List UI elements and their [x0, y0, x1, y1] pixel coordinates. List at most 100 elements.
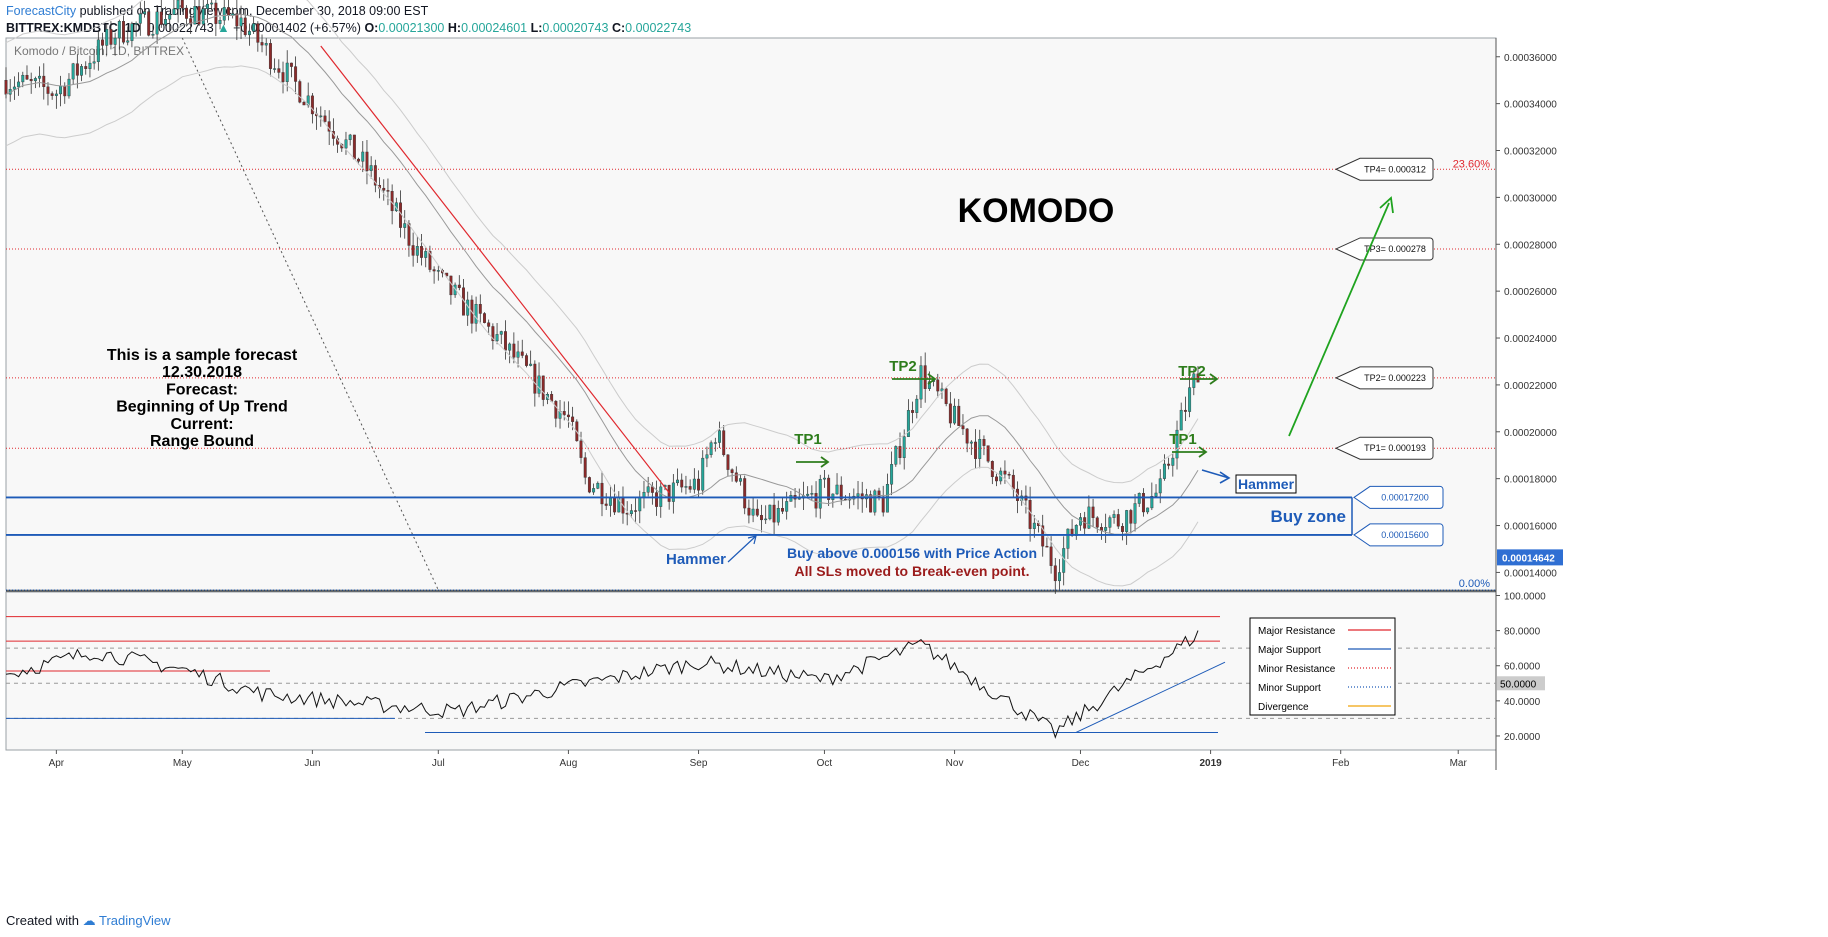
chart-title: KOMODO	[958, 192, 1115, 230]
candle-body	[101, 39, 104, 46]
candle-body	[92, 61, 96, 64]
arrow-head-icon	[1198, 446, 1208, 458]
candle-body	[168, 14, 172, 20]
candle-body	[1011, 474, 1015, 490]
candle-body	[138, 13, 142, 24]
forecast-note-line: Forecast:	[166, 381, 238, 398]
candle-body	[243, 17, 247, 36]
x-tick-label: Jul	[432, 758, 445, 769]
y-tick-label: 0.00024000	[1504, 334, 1557, 345]
candle-body	[1116, 514, 1120, 527]
support-callout-label: 0.00017200	[1381, 492, 1429, 502]
hammer-arrow-1	[727, 535, 757, 563]
candle-body	[718, 430, 721, 443]
candle-body	[84, 66, 88, 69]
support-callout-label: 0.00015600	[1381, 530, 1429, 540]
publisher-link[interactable]: ForecastCity	[6, 4, 77, 18]
candle-body	[634, 510, 638, 512]
candle-body	[319, 115, 323, 118]
candle-body	[352, 134, 356, 160]
candle-body	[268, 43, 272, 69]
candle-body	[911, 410, 915, 413]
candle-body	[1045, 545, 1049, 548]
tp-callout-box	[1334, 157, 1434, 181]
tp-marker-label: TP1	[1169, 431, 1197, 448]
candle-body	[80, 66, 84, 76]
candle-body	[1041, 525, 1045, 547]
candle-body	[722, 430, 726, 456]
candle-body	[226, 7, 230, 16]
candle-body	[873, 490, 877, 513]
x-tick-label: Mar	[1450, 758, 1468, 769]
candle-body	[638, 497, 642, 512]
candle-body	[239, 17, 243, 27]
candle-body	[680, 479, 684, 488]
candle-body	[604, 503, 608, 506]
candle-body	[151, 33, 155, 36]
candle-body	[235, 13, 239, 27]
candle-body	[407, 223, 411, 246]
candle-body	[33, 78, 37, 82]
candle-body	[59, 85, 63, 95]
rsi-tick-label: 20.0000	[1504, 732, 1541, 743]
rsi-current-label: 50.0000	[1500, 679, 1537, 690]
candle-body	[541, 375, 545, 400]
candle-body	[50, 93, 54, 96]
tradingview-link[interactable]: TradingView	[99, 913, 171, 928]
candle-body	[1049, 546, 1053, 566]
candle-body	[755, 508, 759, 516]
candle-body	[919, 365, 923, 400]
candle-body	[411, 245, 415, 256]
tp-callout-label: TP4= 0.000312	[1364, 164, 1426, 174]
tp-callout-box	[1334, 366, 1434, 390]
candle-body	[516, 351, 520, 358]
candle-body	[1188, 387, 1192, 412]
current-price-tag	[1497, 549, 1563, 566]
close-value: 0.00022743	[625, 21, 692, 35]
candle-body	[143, 11, 146, 14]
candle-body	[512, 343, 516, 358]
candle-body	[164, 19, 167, 25]
candle-body	[1133, 503, 1137, 524]
y-tick-label: 0.00030000	[1504, 193, 1557, 204]
candle-body	[432, 269, 436, 272]
candle-body	[760, 515, 763, 521]
candle-body	[571, 416, 575, 422]
candle-body	[218, 20, 222, 24]
buy-above-note: Buy above 0.000156 with Price Action	[787, 545, 1037, 561]
candle-body	[42, 75, 46, 88]
candle-body	[839, 484, 843, 500]
candle-body	[1171, 457, 1175, 466]
candle-body	[1146, 507, 1150, 513]
y-tick-label: 0.00022000	[1504, 381, 1557, 392]
candle-body	[965, 428, 969, 444]
candle-body	[646, 486, 650, 493]
candle-body	[71, 63, 75, 80]
candle-body	[1150, 495, 1154, 509]
candle-body	[38, 75, 42, 79]
tp-marker-label: TP1	[794, 431, 822, 448]
candle-body	[948, 403, 952, 424]
candle-body	[449, 275, 453, 296]
low-value: 0.00020743	[542, 21, 609, 35]
moving-average-line	[5, 13, 1199, 535]
candle-body	[969, 441, 973, 444]
candle-body	[734, 472, 738, 482]
candle-body	[197, 6, 201, 25]
x-tick-label: Aug	[560, 758, 578, 769]
high-value: 0.00024601	[461, 21, 528, 35]
y-tick-label: 0.00014000	[1504, 568, 1557, 579]
y-tick-label: 0.00032000	[1504, 147, 1557, 158]
tp-marker-label: TP2	[889, 358, 917, 375]
support-callout-box	[1353, 485, 1444, 509]
candle-body	[386, 190, 390, 192]
candle-body	[533, 363, 537, 394]
candle-body	[524, 355, 528, 366]
candle-body	[1158, 478, 1162, 494]
candle-body	[46, 86, 50, 94]
hammer-box	[1235, 474, 1297, 494]
candle-body	[369, 165, 373, 171]
candle-body	[155, 11, 159, 35]
chart-header-publisher: ForecastCity published on TradingView.co…	[6, 4, 428, 18]
